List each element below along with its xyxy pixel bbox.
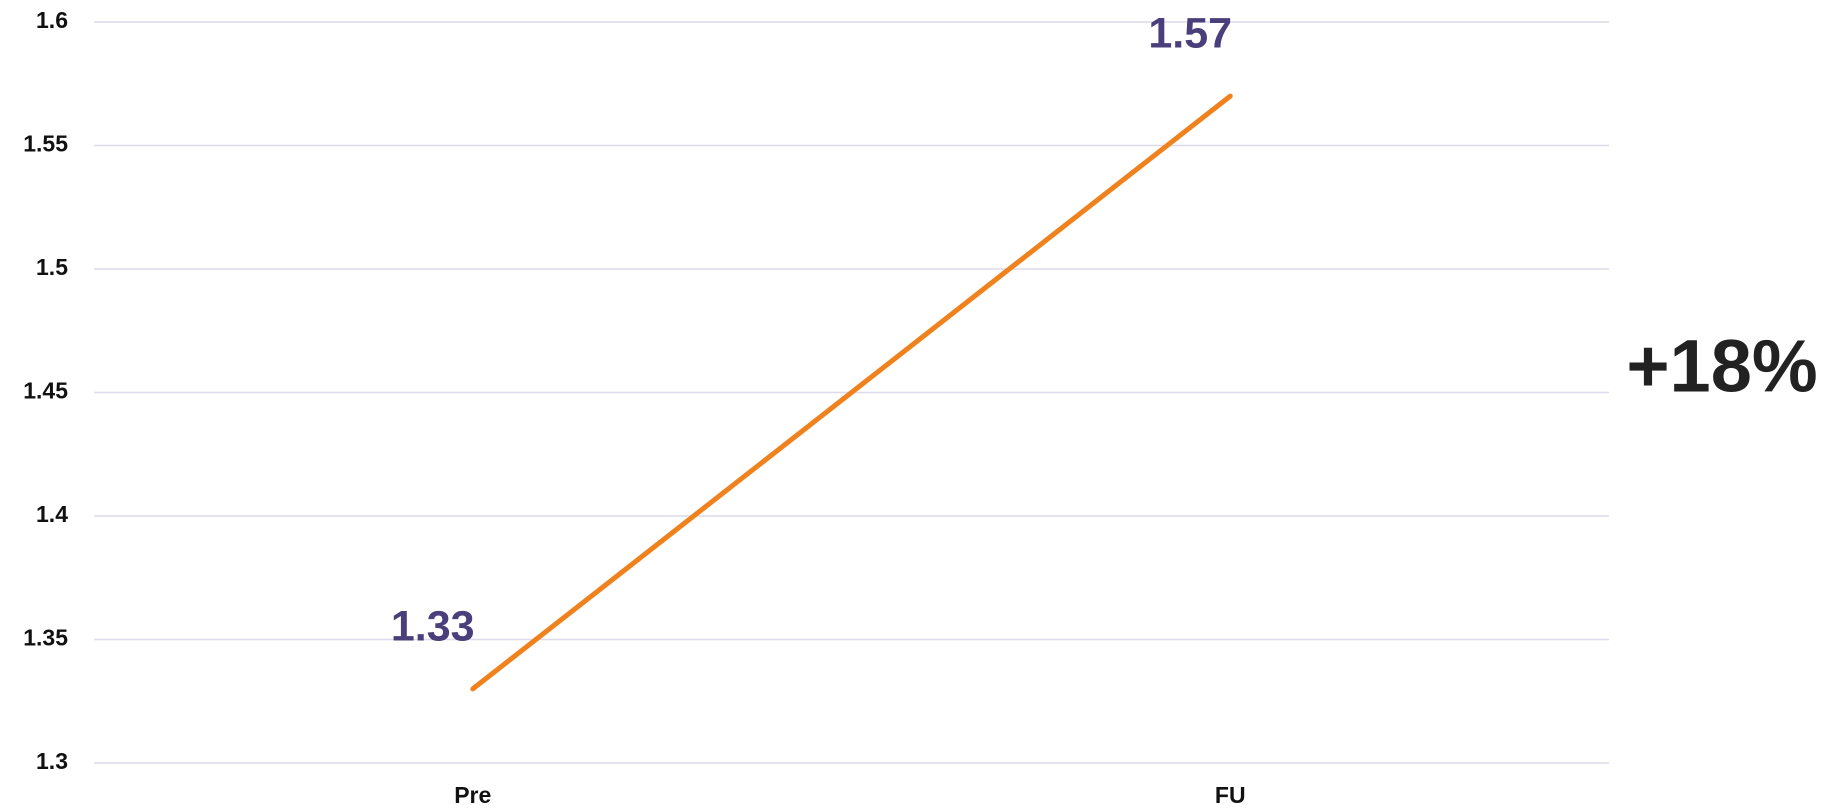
data-label: 1.57 bbox=[1148, 9, 1232, 57]
y-tick-label: 1.5 bbox=[36, 254, 68, 280]
y-tick-label: 1.3 bbox=[36, 748, 68, 774]
annotation: +18% bbox=[1626, 325, 1817, 408]
y-tick-label: 1.45 bbox=[23, 378, 68, 404]
y-tick-label: 1.6 bbox=[36, 7, 68, 33]
y-tick-label: 1.4 bbox=[36, 501, 68, 527]
x-tick-label: Pre bbox=[454, 782, 491, 808]
line bbox=[470, 93, 1233, 692]
x-tick-label: FU bbox=[1215, 782, 1246, 808]
y-tick-label: 1.55 bbox=[23, 131, 68, 157]
data-label: 1.33 bbox=[391, 602, 475, 650]
y-tick-label: 1.35 bbox=[23, 625, 68, 651]
